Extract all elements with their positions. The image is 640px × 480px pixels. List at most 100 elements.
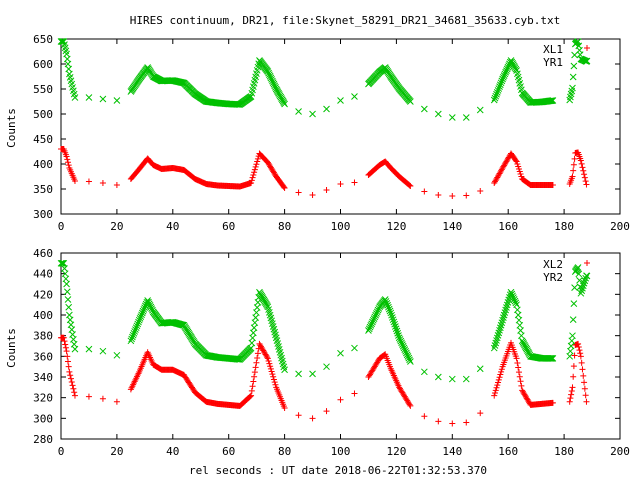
- x-tick-label: 200: [610, 220, 630, 233]
- data-point-yr2: [140, 306, 148, 313]
- data-point-yr2: [546, 355, 554, 362]
- data-point-yr2: [576, 277, 583, 284]
- data-point-xl1: [254, 155, 261, 162]
- data-point-xl2: [492, 387, 499, 394]
- data-point-xl1: [570, 161, 577, 168]
- x-tick-label: 40: [166, 445, 179, 458]
- data-point-yr2: [127, 337, 135, 345]
- data-point-yr1: [569, 73, 577, 81]
- data-point-xl1: [549, 182, 556, 188]
- data-point-xl2: [99, 395, 106, 402]
- data-point-xl2: [64, 358, 71, 365]
- x-tick-label: 140: [442, 220, 462, 233]
- data-point-yr2: [136, 315, 144, 322]
- data-point-xl2: [570, 373, 577, 380]
- data-point-xl2: [575, 344, 582, 351]
- data-point-xl2: [517, 378, 524, 385]
- data-point-yr1: [281, 100, 288, 108]
- y-tick-label: 450: [33, 133, 53, 146]
- data-point-xl2: [61, 338, 68, 345]
- data-point-xl2: [568, 391, 575, 398]
- data-point-xl2: [267, 363, 274, 370]
- x-tick-label: 160: [498, 445, 518, 458]
- data-point-yr2: [476, 365, 484, 373]
- data-point-yr2: [434, 373, 442, 381]
- y-tick-label: 650: [33, 33, 53, 46]
- data-point-xl2: [567, 395, 574, 402]
- data-point-yr1: [549, 97, 557, 104]
- data-point-xl2: [518, 382, 525, 389]
- data-point-yr2: [368, 320, 375, 328]
- data-point-xl1: [449, 193, 456, 199]
- data-point-yr2: [365, 327, 372, 334]
- data-point-yr2: [383, 299, 391, 307]
- data-point-xl2: [497, 371, 504, 378]
- data-point-xl1: [582, 178, 589, 185]
- data-point-xl1: [407, 183, 414, 189]
- data-point-yr2: [571, 284, 578, 291]
- series-yr1: [57, 38, 590, 121]
- x-tick-label: 0: [58, 445, 65, 458]
- data-point-xl2: [252, 364, 259, 371]
- data-point-xl2: [571, 352, 578, 359]
- x-tick-label: 120: [386, 445, 406, 458]
- data-point-xl2: [66, 368, 73, 375]
- data-point-xl1: [64, 159, 71, 166]
- data-point-xl1: [581, 174, 588, 181]
- legend-marker-xl2: [584, 260, 590, 266]
- y-tick-label: 300: [33, 208, 53, 221]
- data-point-yr2: [85, 345, 93, 353]
- data-point-xl2: [549, 399, 556, 406]
- data-point-xl1: [463, 192, 470, 199]
- data-point-xl1: [309, 192, 316, 198]
- data-point-xl2: [64, 353, 71, 360]
- data-point-yr2: [295, 370, 302, 378]
- data-point-xl1: [295, 189, 302, 196]
- data-point-yr1: [448, 114, 456, 121]
- bottom-panel-ylabel: Counts: [5, 328, 18, 368]
- y-tick-label: 300: [33, 412, 53, 425]
- data-point-yr2: [405, 354, 413, 362]
- data-point-xl1: [578, 160, 585, 167]
- series-xl2: [58, 334, 590, 427]
- data-point-xl2: [579, 366, 586, 373]
- data-point-yr2: [65, 303, 73, 311]
- data-point-xl1: [477, 188, 484, 194]
- y-tick-label: 460: [33, 247, 53, 260]
- data-point-yr2: [372, 311, 379, 319]
- data-point-xl1: [337, 181, 344, 187]
- data-point-yr2: [402, 347, 409, 355]
- data-point-xl2: [449, 420, 456, 427]
- plot-frame: [60, 252, 621, 440]
- data-point-yr2: [399, 341, 406, 348]
- data-point-yr1: [295, 108, 302, 115]
- data-point-yr2: [367, 322, 375, 329]
- data-point-xl1: [249, 174, 256, 181]
- data-point-xl2: [421, 413, 428, 420]
- data-point-xl2: [268, 368, 275, 375]
- data-point-yr2: [397, 337, 405, 345]
- data-point-yr2: [404, 353, 412, 360]
- data-point-yr1: [569, 84, 576, 92]
- data-point-xl1: [251, 166, 258, 173]
- bottom-panel: Counts 0 20 40 60 80 100 120 140 160 180 200 280 300…: [5, 247, 630, 458]
- data-point-yr2: [138, 309, 146, 317]
- data-point-yr2: [401, 346, 409, 353]
- data-point-xl2: [267, 365, 274, 372]
- data-point-yr2: [406, 356, 413, 364]
- data-point-yr2: [369, 316, 377, 324]
- data-point-xl2: [85, 393, 92, 400]
- x-tick-label: 40: [166, 220, 179, 233]
- data-point-yr1: [407, 98, 414, 105]
- data-point-yr2: [386, 307, 394, 315]
- data-point-yr2: [141, 304, 148, 312]
- data-point-yr2: [146, 302, 154, 309]
- data-point-xl2: [583, 398, 590, 405]
- data-point-yr2: [309, 370, 316, 378]
- series-xl1: [58, 146, 590, 199]
- data-point-yr1: [498, 77, 506, 85]
- data-point-yr1: [500, 72, 508, 79]
- data-point-yr2: [134, 320, 142, 328]
- data-point-yr2: [508, 290, 516, 298]
- data-point-xl1: [580, 167, 587, 174]
